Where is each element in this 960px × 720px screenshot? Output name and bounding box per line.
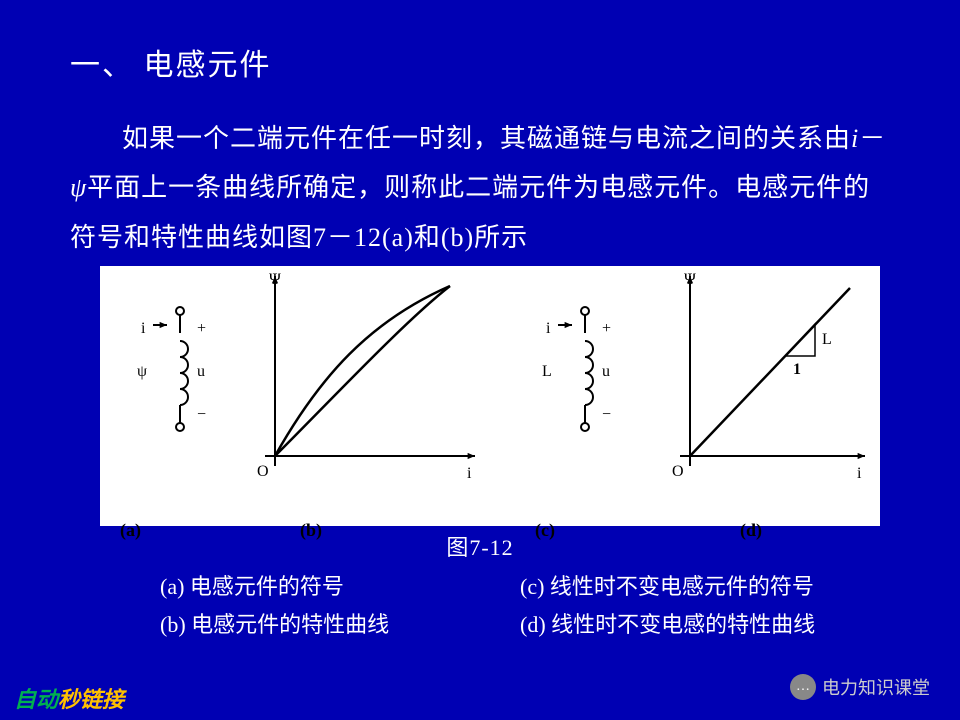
svg-text:i: i xyxy=(467,465,472,482)
legend-d: (d) 线性时不变电感的特性曲线 xyxy=(520,606,815,643)
section-heading: 一、 电感元件 xyxy=(70,40,890,84)
svg-text:−: − xyxy=(602,406,611,423)
watermark: … 电力知识课堂 xyxy=(790,674,930,700)
svg-text:O: O xyxy=(257,463,269,480)
figure-svg: i + ψ u − Ψi Oi + Lu − Ψi O L 1 xyxy=(100,266,880,501)
svg-text:+: + xyxy=(602,320,611,337)
label-a: (a) xyxy=(120,520,141,541)
wechat-icon: … xyxy=(790,674,816,700)
svg-text:+: + xyxy=(197,320,206,337)
label-b: (b) xyxy=(300,520,322,541)
svg-text:i: i xyxy=(141,320,146,337)
svg-text:u: u xyxy=(197,363,205,380)
legend-c: (c) 线性时不变电感元件的符号 xyxy=(520,568,814,605)
overlay-watermark: 自动秒链接 xyxy=(14,682,124,714)
svg-text:L: L xyxy=(822,331,832,348)
svg-text:i: i xyxy=(857,465,862,482)
body-paragraph: 如果一个二端元件在任一时刻，其磁通链与电流之间的关系由i－ψ平面上一条曲线所确定… xyxy=(70,114,890,262)
svg-text:Ψ: Ψ xyxy=(269,271,281,288)
label-d: (d) xyxy=(740,520,762,541)
svg-text:ψ: ψ xyxy=(137,363,147,380)
svg-text:1: 1 xyxy=(793,361,801,378)
svg-text:u: u xyxy=(602,363,610,380)
legend-a: (a) 电感元件的符号 xyxy=(160,568,520,605)
watermark-text: 电力知识课堂 xyxy=(822,674,930,700)
svg-text:−: − xyxy=(197,406,206,423)
label-c: (c) xyxy=(535,520,555,541)
svg-text:O: O xyxy=(672,463,684,480)
svg-text:Ψ: Ψ xyxy=(684,271,696,288)
figure-legend: (a) 电感元件的符号 (c) 线性时不变电感元件的符号 (b) 电感元件的特性… xyxy=(160,568,890,643)
svg-text:L: L xyxy=(542,363,552,380)
svg-text:i: i xyxy=(546,320,551,337)
legend-b: (b) 电感元件的特性曲线 xyxy=(160,606,520,643)
overlay-part1: 自动 xyxy=(14,687,58,712)
overlay-part2: 秒链接 xyxy=(58,687,124,712)
figure-caption: 图7-12 xyxy=(70,530,890,562)
figure-7-12: i+ψu−ΨiOi+Lu−ΨiOL1 (a) (b) (c) (d) xyxy=(100,266,880,526)
